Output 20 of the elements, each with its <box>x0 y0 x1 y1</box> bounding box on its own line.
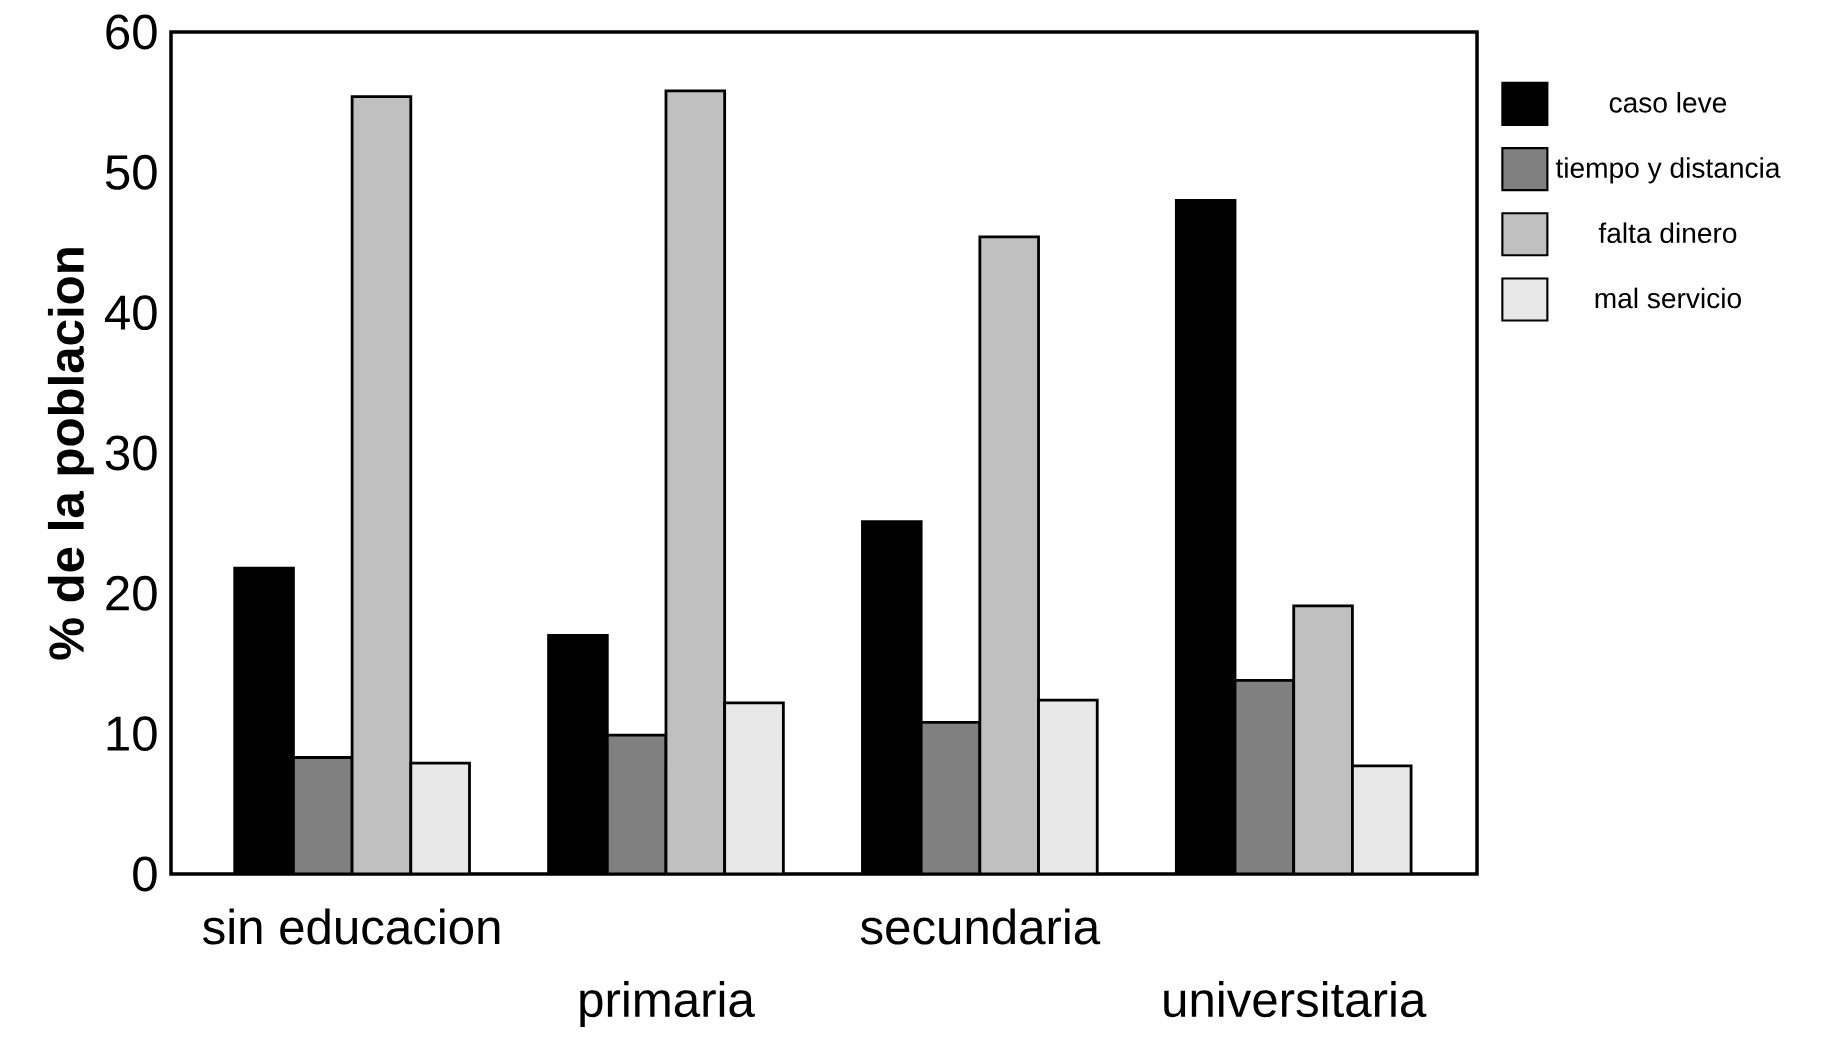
x-tick-label: secundaria <box>860 908 1101 945</box>
bar <box>1351 764 1413 874</box>
legend-label: falta dinero <box>1598 222 1737 244</box>
legend-label: caso leve <box>1609 92 1727 113</box>
y-tick-label: 0 <box>133 856 157 892</box>
x-tick-label: sin educacion <box>203 908 500 945</box>
y-axis-title: % de la poblacion <box>47 248 94 660</box>
x-tick-label: universitaria <box>1164 981 1427 1018</box>
y-tick-label: 40 <box>104 295 157 331</box>
legend-label: tiempo y distancia <box>1555 157 1781 184</box>
y-tick-label: 30 <box>105 435 157 471</box>
x-tick-label: primaria <box>580 981 755 1027</box>
y-tick-label: 60 <box>106 14 157 50</box>
y-tick-label: 50 <box>105 154 157 190</box>
bar <box>292 756 354 874</box>
y-tick-label: 10 <box>107 716 157 752</box>
bar <box>723 701 785 874</box>
legend-label: mal servicio <box>1595 287 1741 309</box>
y-tick-label: 20 <box>106 575 157 611</box>
bar <box>1037 698 1099 874</box>
